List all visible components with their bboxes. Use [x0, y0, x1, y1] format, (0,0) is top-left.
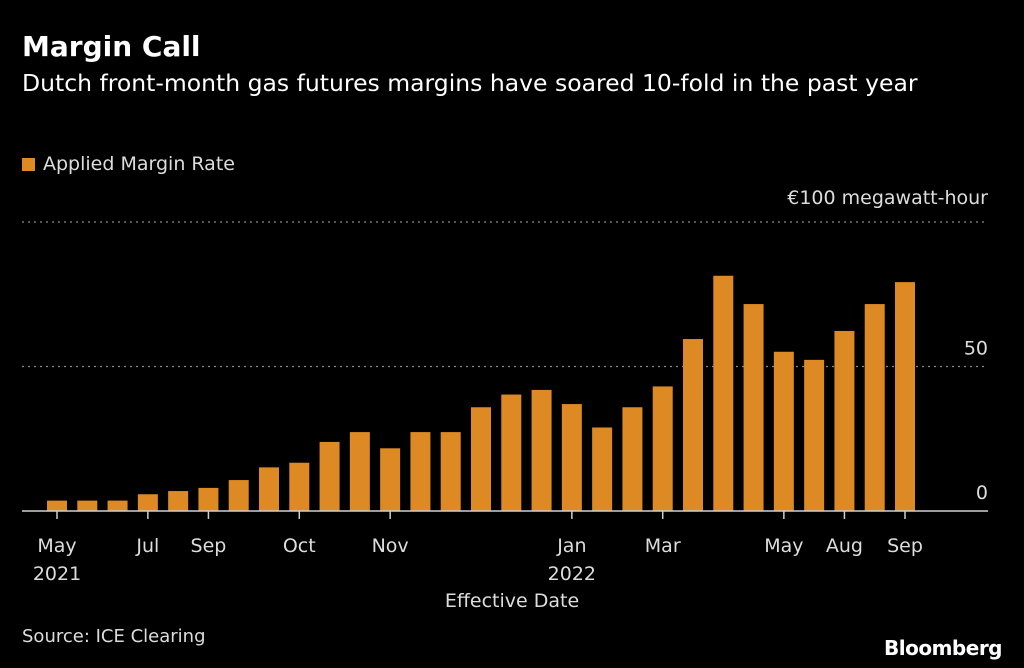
bar	[47, 500, 67, 511]
bar	[834, 330, 855, 511]
x-tick-label: Nov	[372, 535, 409, 557]
bar	[198, 487, 219, 511]
bar	[168, 491, 189, 511]
x-tick-label: Mar	[645, 535, 681, 557]
bar	[137, 494, 158, 511]
bar	[864, 304, 885, 511]
bar	[380, 448, 401, 511]
bar	[501, 394, 522, 511]
bar	[561, 404, 582, 511]
bar	[228, 480, 249, 511]
bar	[410, 432, 431, 511]
x-tick-label: May	[37, 535, 76, 557]
bar	[440, 432, 461, 511]
bloomberg-logo: Bloomberg	[884, 636, 1002, 660]
bar	[652, 386, 673, 511]
bar	[622, 407, 643, 511]
bar	[319, 441, 340, 511]
x-tick-year-label: 2021	[33, 563, 81, 585]
chart-subtitle: Dutch front-month gas futures margins ha…	[22, 69, 918, 97]
x-tick-label: Sep	[191, 535, 227, 557]
bar	[77, 500, 98, 511]
bar	[259, 467, 279, 511]
bar	[713, 275, 734, 511]
source-note: Source: ICE Clearing	[22, 626, 206, 647]
y-tick-label: 50	[964, 338, 988, 360]
bar	[349, 432, 370, 511]
x-tick-label: Jul	[135, 535, 159, 557]
x-tick-label: May	[764, 535, 803, 557]
bar	[804, 359, 825, 511]
bar	[743, 304, 764, 511]
bar	[531, 389, 552, 511]
x-tick-year-label: 2022	[548, 563, 596, 585]
bar	[773, 351, 794, 511]
x-tick-label: Jan	[556, 535, 586, 557]
bar	[471, 407, 491, 511]
legend-swatch	[22, 157, 35, 171]
y-tick-label: 0	[976, 482, 988, 504]
legend: Applied Margin Rate	[22, 153, 235, 175]
x-tick-label: Aug	[826, 535, 863, 557]
bar	[107, 500, 128, 511]
bar	[895, 282, 915, 511]
x-tick-label: Oct	[283, 535, 316, 557]
legend-label: Applied Margin Rate	[43, 153, 235, 175]
x-axis-label: Effective Date	[444, 590, 580, 612]
bar	[683, 339, 703, 511]
x-tick-label: Sep	[887, 535, 923, 557]
chart-title: Margin Call	[22, 30, 201, 63]
y-axis-unit-label: €100 megawatt-hour	[787, 187, 988, 209]
bar	[592, 427, 613, 511]
bar	[289, 462, 310, 511]
